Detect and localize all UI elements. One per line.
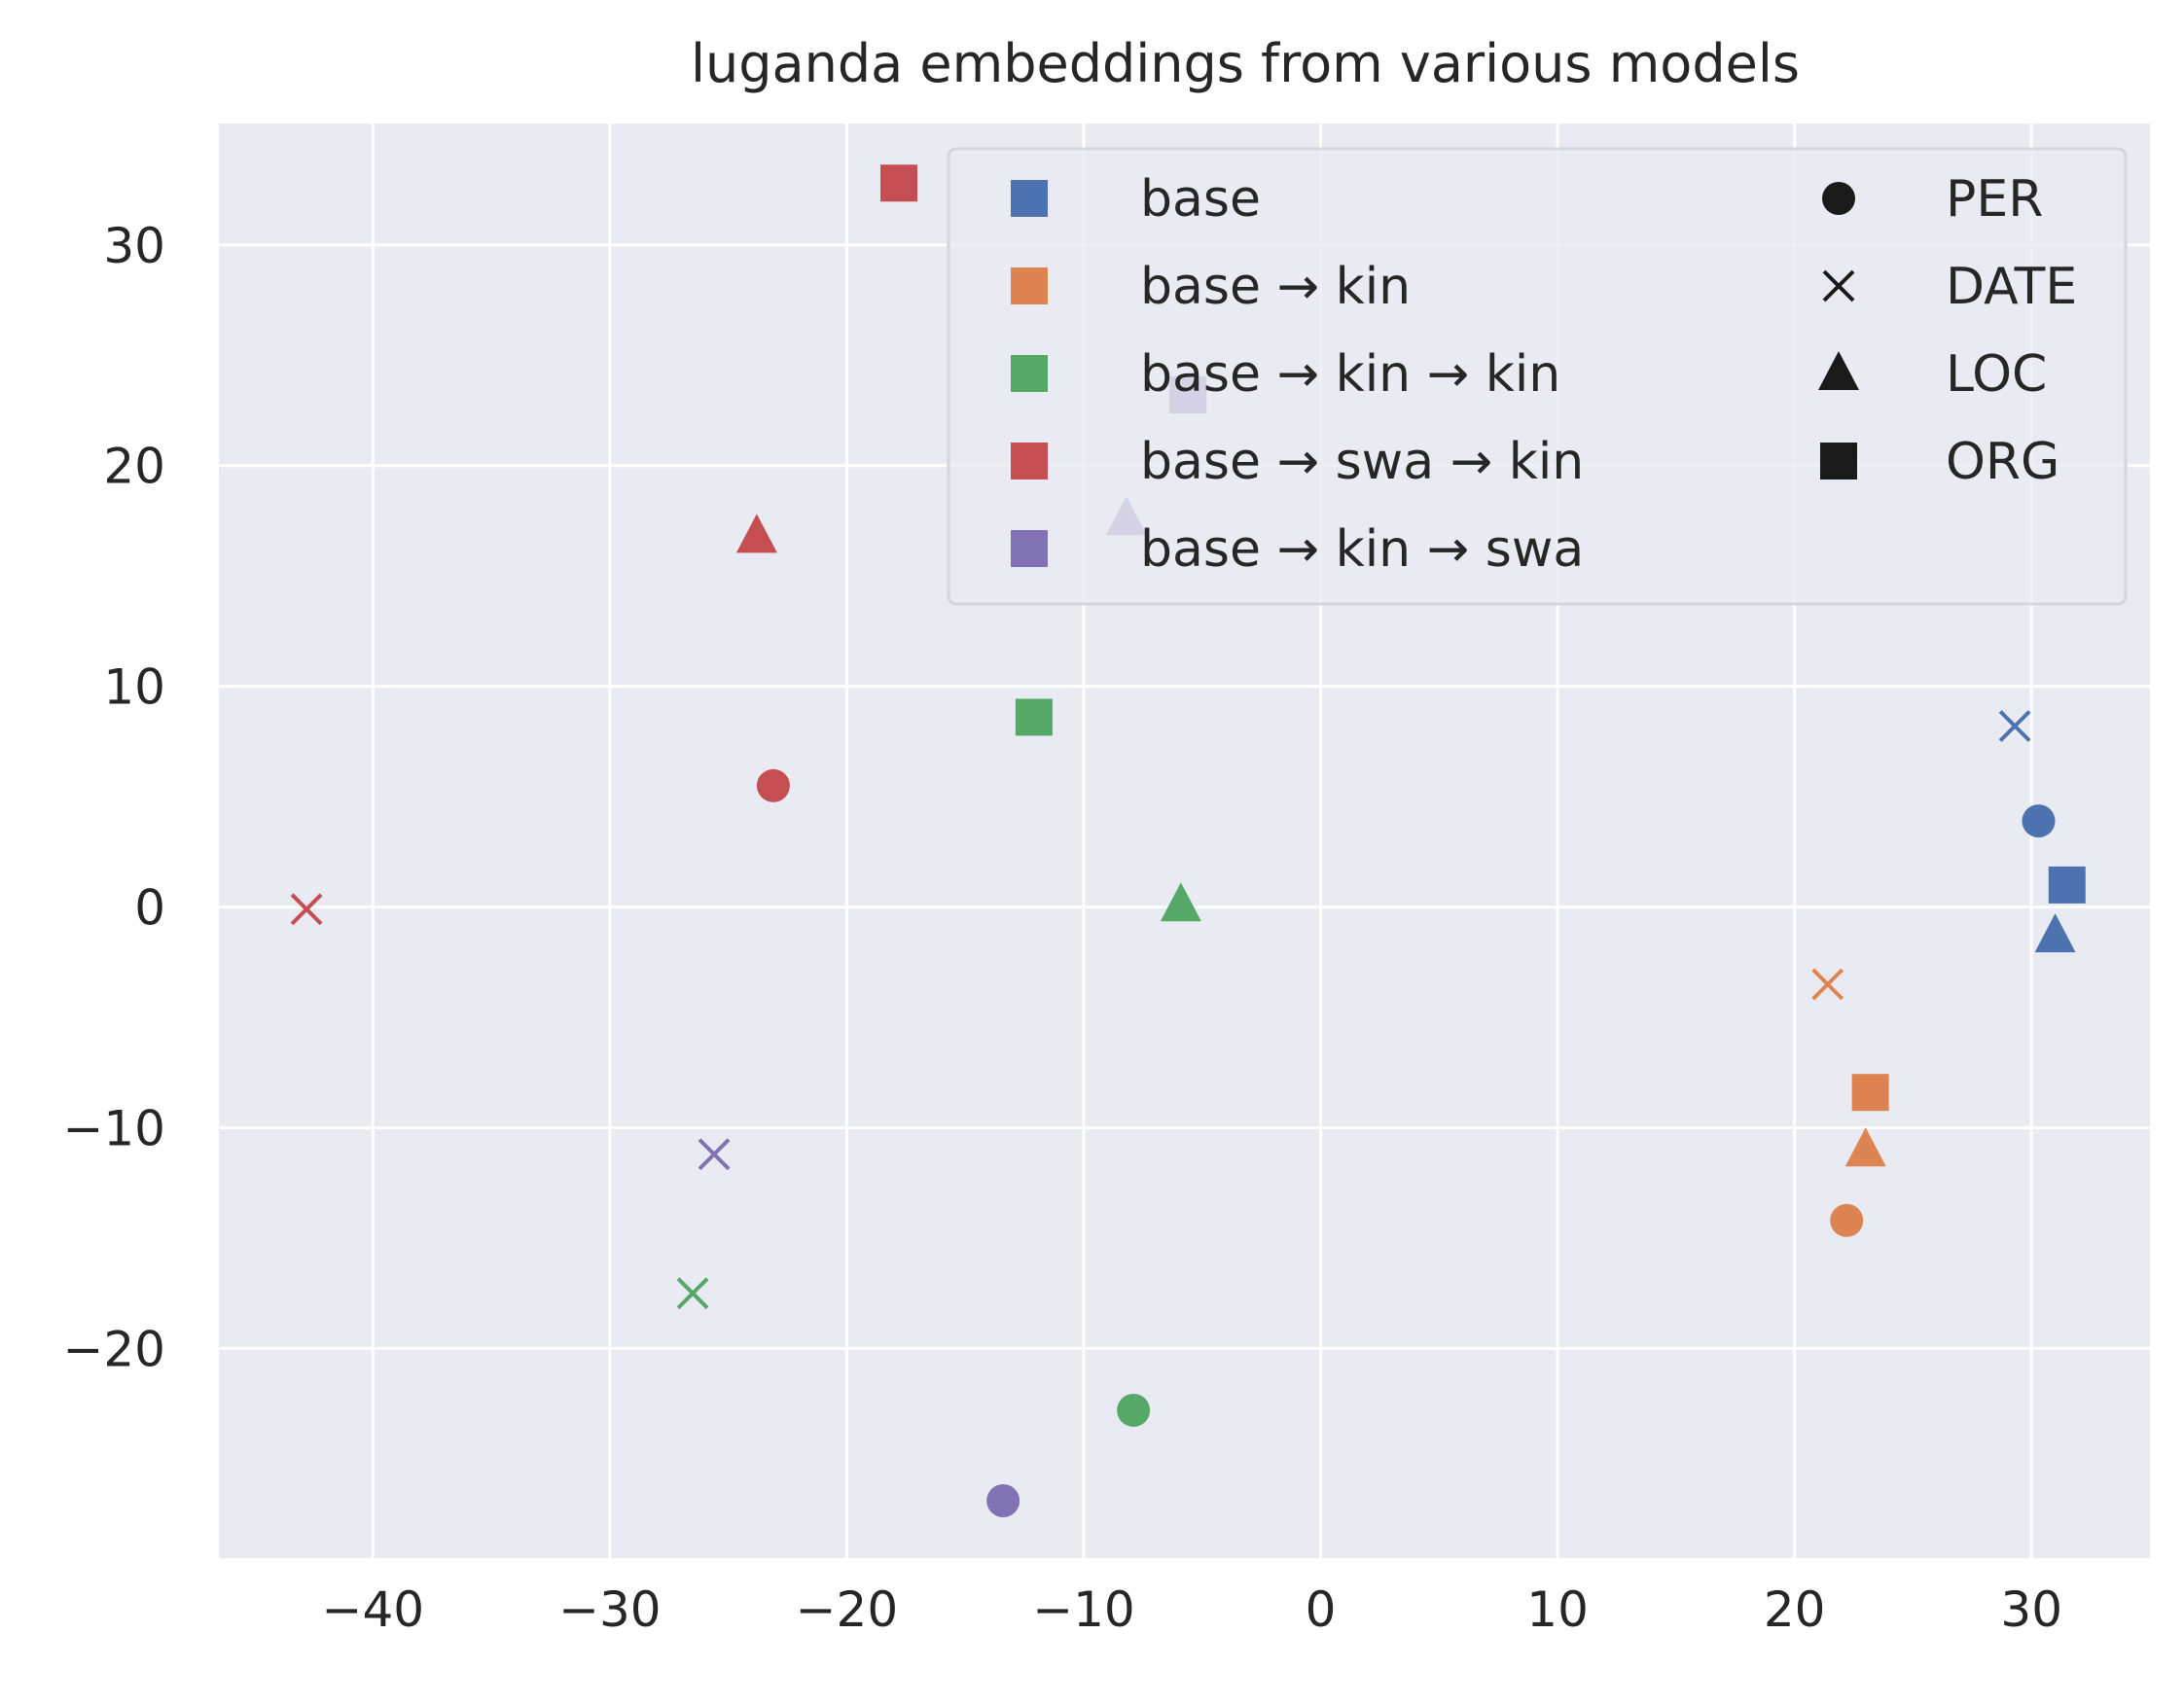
data-point <box>1117 1393 1151 1427</box>
legend-series-swatch <box>1011 443 1048 480</box>
legend: base base → kin base → kin → kin base → swa… <box>947 147 2128 606</box>
y-tick-label: 10 <box>103 659 165 716</box>
legend-series-swatch <box>1011 355 1048 392</box>
legend-marker-x-icon <box>1822 269 1855 302</box>
x-tick-label: −10 <box>1032 1581 1135 1638</box>
legend-marker-label: DATE <box>1946 258 2077 316</box>
legend-marker-square-icon <box>1820 443 1857 480</box>
legend-marker-circle-icon <box>1822 182 1855 215</box>
data-point <box>1830 1203 1864 1237</box>
x-tick-label: −30 <box>558 1581 662 1638</box>
data-point <box>1015 698 1053 736</box>
legend-series-label: base → kin → kin <box>1140 345 1560 404</box>
y-tick-label: −20 <box>62 1321 165 1377</box>
x-tick-label: 20 <box>1764 1581 1826 1638</box>
data-point <box>1998 710 2031 742</box>
y-tick-label: 20 <box>103 439 165 495</box>
legend-series-swatch <box>1011 180 1048 217</box>
x-tick-label: 30 <box>2000 1581 2062 1638</box>
legend-series-label: base <box>1140 170 1261 229</box>
x-tick-label: −40 <box>322 1581 425 1638</box>
data-point <box>2022 804 2056 838</box>
legend-box <box>947 147 2128 606</box>
legend-marker-triangle-icon <box>1818 351 1859 390</box>
x-tick-label: 0 <box>1306 1581 1337 1638</box>
y-tick-label: 0 <box>134 880 165 937</box>
data-point <box>2034 913 2076 953</box>
y-tick-label: 30 <box>103 218 165 274</box>
legend-series-label: base → kin → swa <box>1140 520 1584 579</box>
legend-series-label: base → kin <box>1140 258 1411 316</box>
data-point <box>676 1277 709 1310</box>
data-point <box>1851 1074 1889 1112</box>
data-point <box>735 514 777 553</box>
data-point <box>1160 882 1201 922</box>
legend-marker-label: LOC <box>1946 345 2047 404</box>
data-point <box>1811 968 1844 1001</box>
tick-labels: −40 −30 −20 −10 0 10 20 30 −20 −10 0 10 20 30 <box>62 218 2062 1638</box>
y-tick-label: −10 <box>62 1101 165 1157</box>
x-tick-label: −20 <box>796 1581 899 1638</box>
data-point <box>1844 1127 1886 1167</box>
legend-series-swatch <box>1011 530 1048 567</box>
data-point <box>698 1138 731 1171</box>
data-point <box>986 1484 1020 1517</box>
legend-marker-label: ORG <box>1946 433 2059 491</box>
chart-title: luganda embeddings from various models <box>691 33 1800 94</box>
data-point <box>756 768 790 802</box>
data-point <box>2048 866 2086 904</box>
data-point <box>880 164 918 202</box>
legend-marker-label: PER <box>1946 170 2043 229</box>
legend-series-label: base → swa → kin <box>1140 433 1584 491</box>
data-point <box>290 893 323 926</box>
x-tick-label: 10 <box>1526 1581 1589 1638</box>
legend-series-swatch <box>1011 267 1048 304</box>
